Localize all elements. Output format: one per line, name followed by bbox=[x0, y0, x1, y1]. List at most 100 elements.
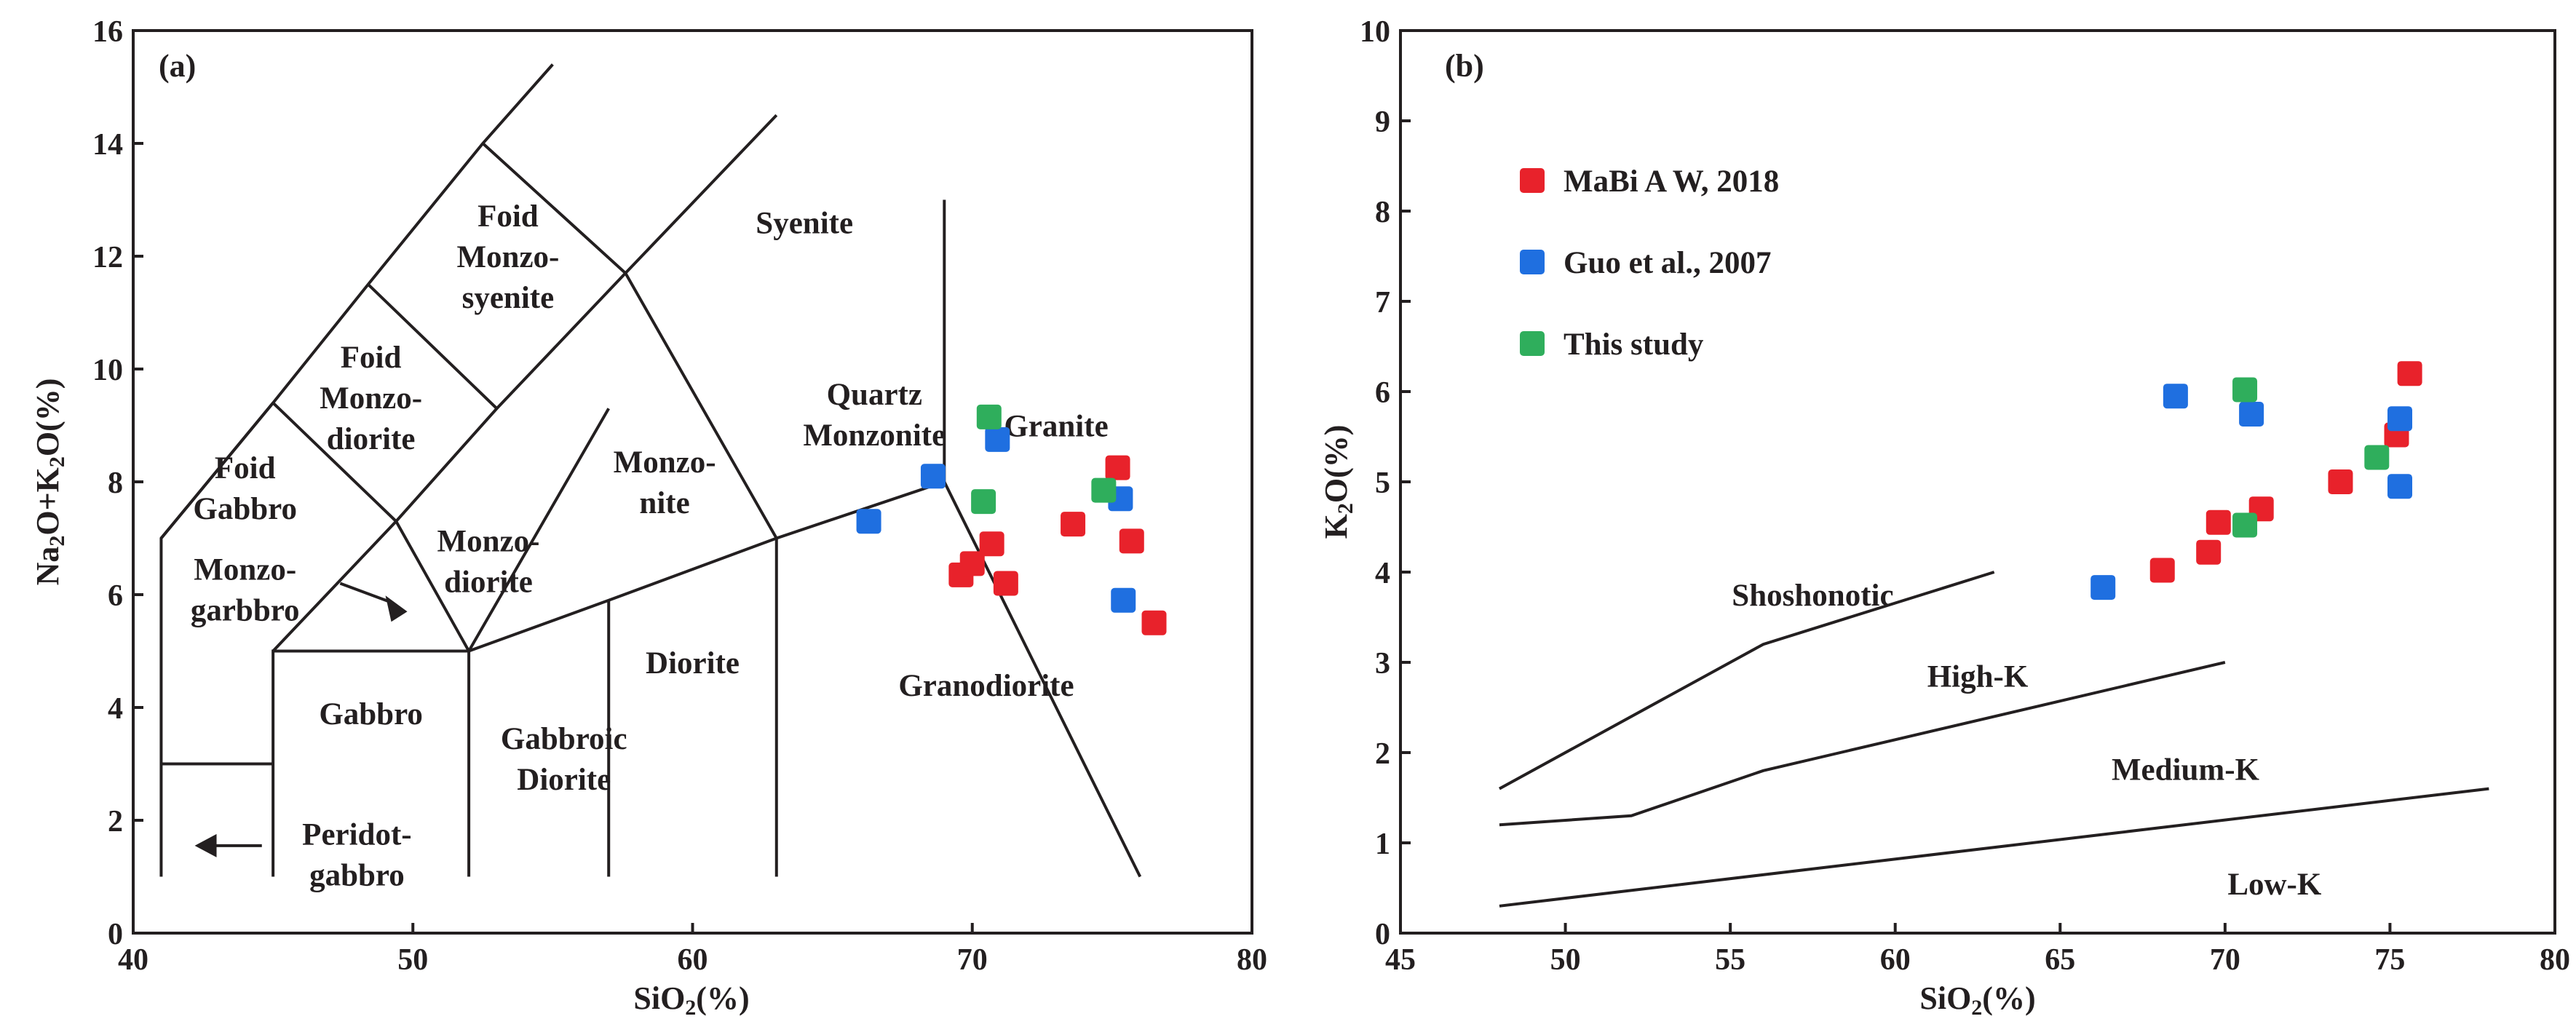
arrow-head bbox=[385, 595, 408, 622]
y-tick-label-b: 4 bbox=[1375, 557, 1390, 590]
field-label: Gabbroic Diorite bbox=[501, 722, 627, 797]
y-tick-label-b: 6 bbox=[1375, 376, 1390, 410]
field-label-line: Medium-K bbox=[2112, 753, 2260, 787]
boundary-line bbox=[1498, 571, 1995, 790]
field-label-line: Granodiorite bbox=[898, 669, 1074, 703]
field-label-line: Low-K bbox=[2227, 868, 2322, 902]
tas-field-boundaries bbox=[159, 63, 1142, 878]
data-point-green bbox=[976, 404, 1002, 429]
legend-swatch-red bbox=[1520, 168, 1545, 193]
data-point-red bbox=[2149, 558, 2175, 583]
field-label-line: Syenite bbox=[756, 207, 853, 241]
data-point-blue bbox=[2387, 406, 2413, 432]
field-boundary bbox=[367, 283, 498, 410]
y-tick-label-b: 0 bbox=[1375, 918, 1390, 951]
field-label-line: Shoshonotic bbox=[1732, 579, 1893, 613]
field-boundary bbox=[481, 142, 778, 539]
legend-label: MaBi A W, 2018 bbox=[1564, 164, 1779, 199]
data-point-green bbox=[2232, 512, 2258, 538]
field-label-line: Diorite bbox=[517, 763, 611, 797]
tick-labels-a: 40 50 60 70 80 0 2 4 6 8 10 12 14 16 bbox=[92, 15, 1267, 977]
y-tick-label-a: 10 bbox=[92, 354, 123, 387]
arrow-head bbox=[194, 833, 217, 857]
field-label: Foid Gabbro bbox=[193, 451, 297, 526]
legend-swatch-blue bbox=[1520, 250, 1545, 274]
field-label: Syenite bbox=[756, 207, 853, 241]
data-point-blue bbox=[856, 509, 881, 534]
data-point-blue bbox=[2090, 575, 2116, 600]
field-label-line: Monzo- bbox=[194, 552, 296, 587]
y-tick-label-a: 8 bbox=[108, 467, 123, 500]
panel-label-b: (b) bbox=[1445, 48, 1484, 84]
field-label-line: Peridot- bbox=[302, 818, 411, 852]
series-boundary-lines bbox=[1498, 571, 2489, 908]
y-tick-label-b: 9 bbox=[1375, 106, 1390, 139]
y-axis-label-b: K2O(%) bbox=[1318, 425, 1358, 539]
field-label: Diorite bbox=[646, 646, 740, 681]
tas-diagram-panel: (a) 40 50 60 70 80 0 2 4 6 8 10 12 14 16 Foid Monzo-sy… bbox=[30, 15, 1267, 1020]
field-label-line: diorite bbox=[327, 422, 416, 456]
legend-swatch-green bbox=[1520, 331, 1545, 356]
data-point-green bbox=[2232, 377, 2258, 402]
data-point-red bbox=[993, 571, 1018, 596]
data-point-blue bbox=[2239, 402, 2264, 427]
field-label: Gabbro bbox=[319, 697, 423, 731]
field-label: Quartz Monzonite bbox=[803, 378, 946, 453]
axis-ticks-a bbox=[132, 29, 1253, 935]
field-label: Shoshonotic bbox=[1732, 579, 1893, 613]
field-label: Peridot-gabbro bbox=[302, 818, 411, 893]
field-label: Foid Monzo-diorite bbox=[320, 341, 422, 456]
y-tick-label-b: 10 bbox=[1360, 15, 1390, 49]
field-label: Monzo-garbbro bbox=[191, 552, 300, 627]
y-tick-label-b: 2 bbox=[1375, 737, 1390, 771]
x-tick-label-a: 60 bbox=[678, 943, 708, 977]
field-label-line: Monzo- bbox=[456, 240, 559, 274]
x-tick-label-b: 60 bbox=[1880, 943, 1911, 977]
data-point-blue bbox=[2387, 474, 2413, 499]
y-tick-label-b: 8 bbox=[1375, 196, 1390, 229]
field-label-line: Monzo- bbox=[437, 525, 540, 559]
data-point-blue bbox=[920, 464, 946, 489]
legend-label: This study bbox=[1564, 328, 1704, 362]
field-label: Granite bbox=[1004, 410, 1108, 444]
field-arrows-a bbox=[194, 582, 408, 857]
field-boundary bbox=[159, 63, 554, 877]
field-label-line: Quartz bbox=[827, 378, 922, 412]
field-label-line: Foid bbox=[341, 341, 402, 375]
field-boundary bbox=[395, 520, 470, 652]
y-tick-label-b: 7 bbox=[1375, 286, 1390, 320]
x-tick-label-a: 50 bbox=[397, 943, 428, 977]
data-points-a bbox=[856, 404, 1167, 635]
x-tick-label-b: 45 bbox=[1385, 943, 1416, 977]
y-tick-label-a: 16 bbox=[92, 15, 123, 49]
x-tick-label-b: 80 bbox=[2540, 943, 2570, 977]
y-tick-label-b: 1 bbox=[1375, 828, 1390, 861]
data-point-green bbox=[2364, 445, 2390, 470]
field-label-line: Monzo- bbox=[320, 381, 422, 416]
field-label-line: syenite bbox=[462, 281, 555, 315]
field-label-line: Gabbroic bbox=[501, 722, 627, 756]
data-point-red bbox=[2196, 539, 2222, 565]
field-label-line: Foid bbox=[477, 199, 539, 234]
x-tick-label-a: 40 bbox=[118, 943, 148, 977]
data-point-red bbox=[2206, 509, 2231, 535]
x-tick-label-b: 70 bbox=[2210, 943, 2240, 977]
x-tick-label-b: 55 bbox=[1715, 943, 1745, 977]
y-tick-label-a: 6 bbox=[108, 579, 123, 613]
y-tick-label-b: 5 bbox=[1375, 467, 1390, 500]
field-label-line: diorite bbox=[444, 566, 533, 600]
field-label: Monzo-diorite bbox=[437, 525, 540, 600]
y-tick-label-a: 14 bbox=[92, 128, 123, 162]
data-point-red bbox=[979, 531, 1004, 557]
field-label-line: gabbro bbox=[309, 859, 405, 893]
legend-label: Guo et al., 2007 bbox=[1564, 246, 1771, 280]
field-label-line: Gabbro bbox=[193, 492, 297, 526]
field-boundary bbox=[272, 402, 397, 523]
field-labels-b: Shoshonotic High-K Medium-K Low-K bbox=[1732, 579, 2322, 902]
field-label-line: Diorite bbox=[646, 646, 740, 681]
x-tick-label-b: 50 bbox=[1550, 943, 1581, 977]
x-tick-label-b: 75 bbox=[2374, 943, 2405, 977]
x-tick-label-b: 65 bbox=[2045, 943, 2075, 977]
